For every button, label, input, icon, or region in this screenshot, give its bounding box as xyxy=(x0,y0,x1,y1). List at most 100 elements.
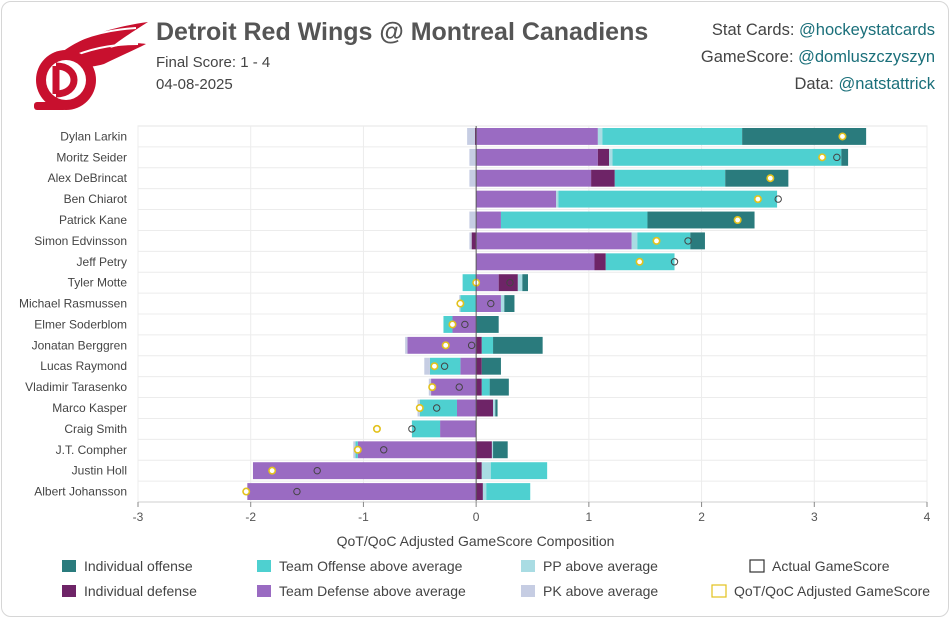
bar-segment-team-offense xyxy=(602,128,743,145)
bar-segment-pk xyxy=(424,357,430,375)
bar-segment-team-defense xyxy=(476,128,598,145)
bar-segment-pk xyxy=(467,128,476,145)
legend-label: PP above average xyxy=(543,558,658,574)
bar-segment-pp xyxy=(631,232,638,250)
player-label: Albert Johansson xyxy=(34,485,127,499)
adjusted-gamescore-marker xyxy=(818,153,827,162)
actual-gamescore-marker xyxy=(440,362,449,370)
adjusted-gamescore-marker xyxy=(430,362,439,371)
player-label: Dylan Larkin xyxy=(60,129,127,143)
bar-segment-team-offense xyxy=(490,462,548,480)
bar-segment-pk xyxy=(469,148,477,166)
player-label: Simon Edvinsson xyxy=(34,234,127,248)
bar-segment-pp xyxy=(517,274,523,292)
adjusted-gamescore-marker xyxy=(428,383,437,392)
bar-segment-pp xyxy=(609,148,613,166)
adjusted-gamescore-marker xyxy=(448,320,457,329)
bar-segment-individual-offense xyxy=(495,399,498,417)
bar-segment-individual-offense xyxy=(481,357,501,375)
legend-label: Team Offense above average xyxy=(279,558,463,574)
game-date: 04-08-2025 xyxy=(156,76,233,93)
bar-segment-team-defense xyxy=(476,274,499,292)
bar-segment-team-defense xyxy=(452,316,477,333)
player-label: J.T. Compher xyxy=(56,443,127,457)
player-label: Vladimir Tarasenko xyxy=(25,380,127,394)
credit-handle[interactable]: @domluszczyszyn xyxy=(798,48,935,66)
actual-gamescore-marker xyxy=(467,341,476,350)
legend-label: Actual GameScore xyxy=(772,558,890,574)
player-label: Alex DeBrincat xyxy=(48,171,128,185)
credit-handle[interactable]: @natstattrick xyxy=(838,75,935,93)
adjusted-gamescore-marker xyxy=(652,236,661,245)
adjusted-gamescore-marker xyxy=(838,132,847,141)
team-logo xyxy=(34,22,148,110)
player-label: Tyler Motte xyxy=(68,276,128,290)
player-label: Moritz Seider xyxy=(56,150,127,164)
bar-segment-team-offense xyxy=(481,336,494,354)
actual-gamescore-marker xyxy=(670,258,679,266)
bar-segment-pk xyxy=(469,232,472,250)
bar-segment-pk xyxy=(469,211,477,229)
bar-segment-individual-defense xyxy=(476,357,482,375)
credits: Stat Cards: @hockeystatcards GameScore: … xyxy=(701,17,935,98)
bar-segment-individual-defense xyxy=(476,378,482,396)
legend-label: PK above average xyxy=(543,583,658,599)
adjusted-gamescore-marker xyxy=(635,257,644,266)
player-label: Marco Kasper xyxy=(52,401,127,415)
x-axis-title: QoT/QoC Adjusted GameScore Composition xyxy=(337,533,615,549)
bar-segment-pp xyxy=(597,128,603,145)
bar-segment-individual-defense xyxy=(471,232,477,250)
bar-segment-individual-defense xyxy=(475,128,477,145)
bar-segment-individual-defense xyxy=(476,441,492,459)
bar-segment-team-offense xyxy=(558,190,778,208)
player-label: Ben Chiarot xyxy=(64,192,128,206)
credit-data: Data: @natstattrick xyxy=(794,75,935,93)
bar-segment-individual-defense xyxy=(476,336,482,354)
bar-segment-individual-offense xyxy=(522,274,528,292)
player-label: Patrick Kane xyxy=(59,213,127,227)
red-wing-logo-icon xyxy=(34,22,148,110)
bar-segment-individual-offense xyxy=(742,128,867,145)
adjusted-gamescore-marker xyxy=(441,341,450,350)
bar-segment-team-offense xyxy=(460,295,477,312)
bar-segment-pp xyxy=(491,441,494,459)
bar-segment-pp xyxy=(493,399,496,417)
adjusted-gamescore-marker xyxy=(415,403,424,412)
bar-segment-team-defense xyxy=(476,295,501,312)
bar-segment-team-defense xyxy=(476,148,598,166)
bar-segment-team-defense xyxy=(476,169,592,187)
bar-segment-team-defense xyxy=(476,253,595,271)
bar-segment-individual-offense xyxy=(493,441,508,459)
adjusted-gamescore-marker xyxy=(456,299,465,308)
bar-segment-team-offense xyxy=(500,211,648,229)
actual-gamescore-marker xyxy=(487,299,495,308)
bar-segment-team-offense xyxy=(481,378,490,396)
x-tick-label: 2 xyxy=(698,510,705,524)
adjusted-gamescore-marker xyxy=(353,445,362,454)
bar-segment-team-offense xyxy=(637,232,691,250)
bar-segment-individual-defense xyxy=(476,399,494,417)
bar-segment-team-defense xyxy=(247,483,477,500)
bar-segment-team-offense xyxy=(462,274,477,292)
bar-segment-individual-defense xyxy=(476,462,482,480)
bar-segment-individual-offense xyxy=(504,295,515,312)
adjusted-gamescore-marker xyxy=(753,195,762,204)
credit-handle[interactable]: @hockeystatcards xyxy=(799,21,935,39)
bar-segment-team-offense xyxy=(419,399,457,417)
adjusted-gamescore-marker xyxy=(372,424,381,433)
player-label: Elmer Soderblom xyxy=(34,317,127,331)
bar-segment-team-defense xyxy=(252,462,477,480)
legend-swatch-pp xyxy=(521,560,535,572)
adjusted-gamescore-marker xyxy=(242,487,251,496)
bar-segment-team-offense xyxy=(486,483,531,500)
bar-segment-team-offense xyxy=(411,420,441,438)
x-tick-label: 3 xyxy=(811,510,818,524)
adjusted-gamescore-marker xyxy=(268,466,277,475)
bar-segment-team-offense xyxy=(612,148,842,166)
player-label: Justin Holl xyxy=(72,464,127,478)
bar-segment-pp xyxy=(481,462,491,480)
credit-stat-cards: Stat Cards: @hockeystatcards xyxy=(711,21,935,39)
actual-gamescore-marker xyxy=(408,425,416,433)
bar-segment-pp xyxy=(500,295,505,312)
